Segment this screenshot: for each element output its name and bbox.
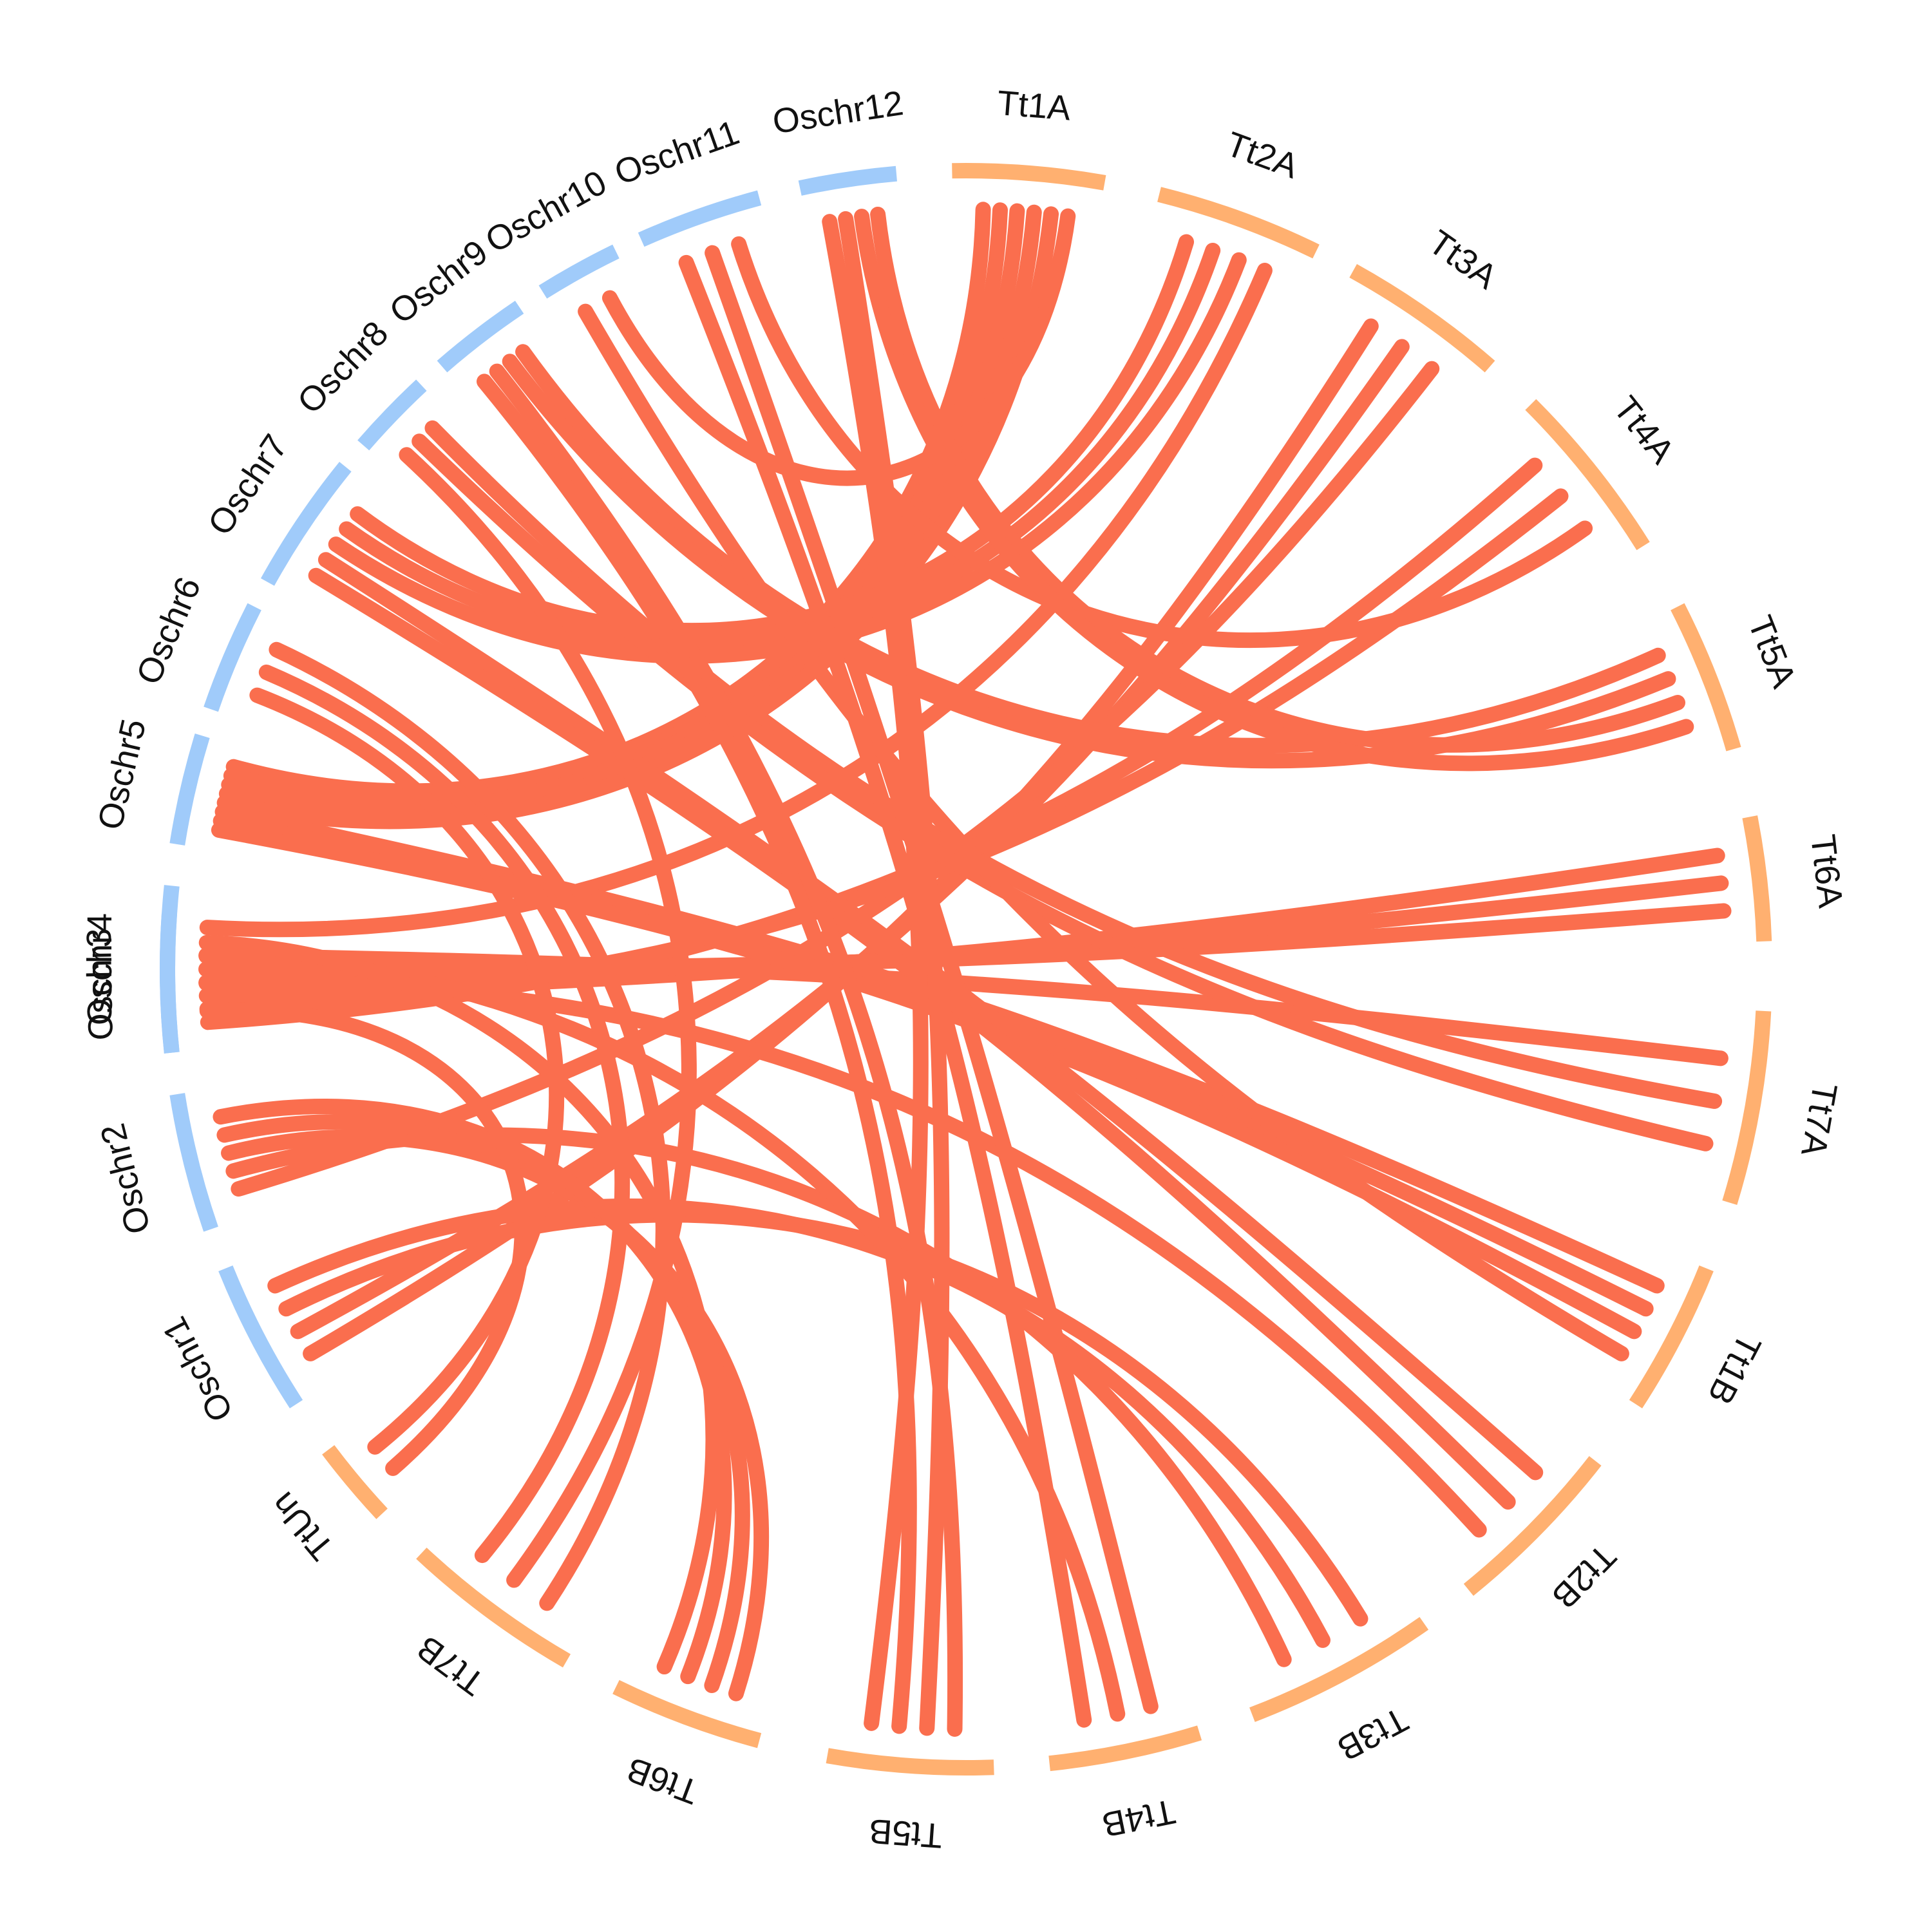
segment-label-oschr5: Oschr5	[91, 715, 154, 833]
link-tt2a-oschr7-8	[328, 252, 1247, 664]
segment-tt4a	[1525, 399, 1650, 551]
link-tt1b-oschr10-29	[578, 303, 1629, 1361]
link-tt6b-oschr3-46	[198, 934, 721, 1675]
link-ttun-oschr4-50	[199, 1002, 530, 1476]
segment-label-oschr8: Oschr8	[290, 314, 395, 421]
segment-ttun	[322, 1445, 388, 1519]
link-tt3b-oschr1-34	[267, 1198, 1331, 1648]
segment-tt5b	[826, 1748, 994, 1776]
segment-tt7b	[416, 1548, 571, 1668]
segment-label-tt2a: Tt2A	[1221, 124, 1303, 185]
segment-label-tt1a: Tt1A	[996, 84, 1072, 128]
segment-tt2b	[1463, 1456, 1602, 1596]
link-ttun-oschr6-51	[249, 687, 565, 1455]
segment-tt7a	[1722, 1010, 1772, 1206]
segment-tt6b	[612, 1680, 762, 1748]
segment-tt5a	[1671, 603, 1741, 752]
link-tt5b-oschr12-40	[838, 211, 950, 1736]
segment-oschr7	[260, 462, 352, 586]
segment-label-tt3b: Tt3B	[1331, 1700, 1414, 1768]
link-tt7b-oschr8-48	[399, 447, 697, 1588]
segment-oschr1	[218, 1265, 303, 1408]
segment-tt3a	[1349, 263, 1495, 373]
segment-oschr6	[204, 603, 261, 712]
link-tt4b-oschr11-36	[705, 245, 1159, 1714]
segment-label-tt7a: Tt7A	[1794, 1080, 1844, 1159]
segment-label-oschr2: Oschr2	[93, 1120, 158, 1238]
segment-label-tt7b: Tt7B	[410, 1628, 491, 1703]
segment-tt2a	[1157, 187, 1320, 259]
segment-label-tt1b: Tt1B	[1700, 1328, 1768, 1411]
segment-label-tt4a: Tt4A	[1606, 389, 1682, 471]
segment-tt3b	[1249, 1616, 1429, 1722]
segment-label-oschr1: Oschr1	[155, 1311, 241, 1428]
link-tt5a-oschr9-16	[515, 344, 1666, 753]
link-tt2a-oschr7-6	[350, 234, 1195, 639]
segment-label-tt3a: Tt3A	[1422, 223, 1504, 297]
link-tt7a-oschr4-23	[198, 947, 1728, 1066]
segment-label-oschr12: Oschr12	[770, 84, 906, 142]
link-tt7b-oschr6-47	[269, 641, 671, 1611]
segment-label-oschr6: Oschr6	[129, 572, 208, 690]
link-tt7a-oschr8-24	[424, 420, 1723, 1109]
segment-layer	[160, 163, 1772, 1776]
segment-label-tt4b: Tt4B	[1099, 1792, 1179, 1844]
link-tt5a-oschr12-18	[870, 206, 1685, 753]
segment-label-tt2b: Tt2B	[1544, 1537, 1624, 1616]
link-tt7b-oschr6-49	[258, 664, 630, 1564]
segment-oschr12	[798, 166, 897, 196]
segment-label-oschr4: Oschr4	[80, 913, 119, 1025]
link-tt5b-oschr9-41	[477, 374, 917, 1734]
link-layer	[198, 202, 1732, 1737]
link-tt5b-oschr9-39	[489, 363, 963, 1737]
link-tt2a-oschr7-7	[339, 242, 1221, 651]
link-tt5a-oschr12-19	[854, 209, 1694, 772]
segment-label-oschr11: Oschr11	[610, 113, 744, 192]
segment-oschr11	[638, 190, 762, 247]
segment-oschr9	[437, 301, 524, 373]
segment-label-oschr9: Oschr9	[383, 232, 495, 332]
segment-label-oschr10: Oschr10	[479, 163, 613, 260]
segment-label-tt5a: Tt5A	[1741, 611, 1804, 693]
segment-label-tt6a: Tt6A	[1803, 833, 1850, 910]
segment-oschr5	[169, 733, 210, 846]
segment-tt1a	[952, 163, 1106, 191]
segment-oschr2	[169, 1093, 218, 1232]
segment-oschr4	[160, 885, 180, 1054]
segment-tt6a	[1742, 815, 1772, 942]
segment-label-tt6b: Tt6B	[621, 1750, 704, 1812]
segment-tt1b	[1629, 1265, 1714, 1408]
link-tt6b-oschr2-45	[213, 1099, 732, 1685]
segment-oschr8	[357, 379, 427, 451]
segment-label-oschr7: Oschr7	[200, 428, 295, 542]
segment-oschr10	[538, 244, 620, 299]
segment-tt4b	[1048, 1725, 1202, 1772]
link-tt5b-oschr12-42	[822, 214, 929, 1731]
segment-label-oschr3: Oschr3	[80, 928, 120, 1041]
segment-label-ttun: TtUn	[263, 1484, 341, 1567]
segment-label-tt5b: Tt5B	[867, 1812, 943, 1855]
